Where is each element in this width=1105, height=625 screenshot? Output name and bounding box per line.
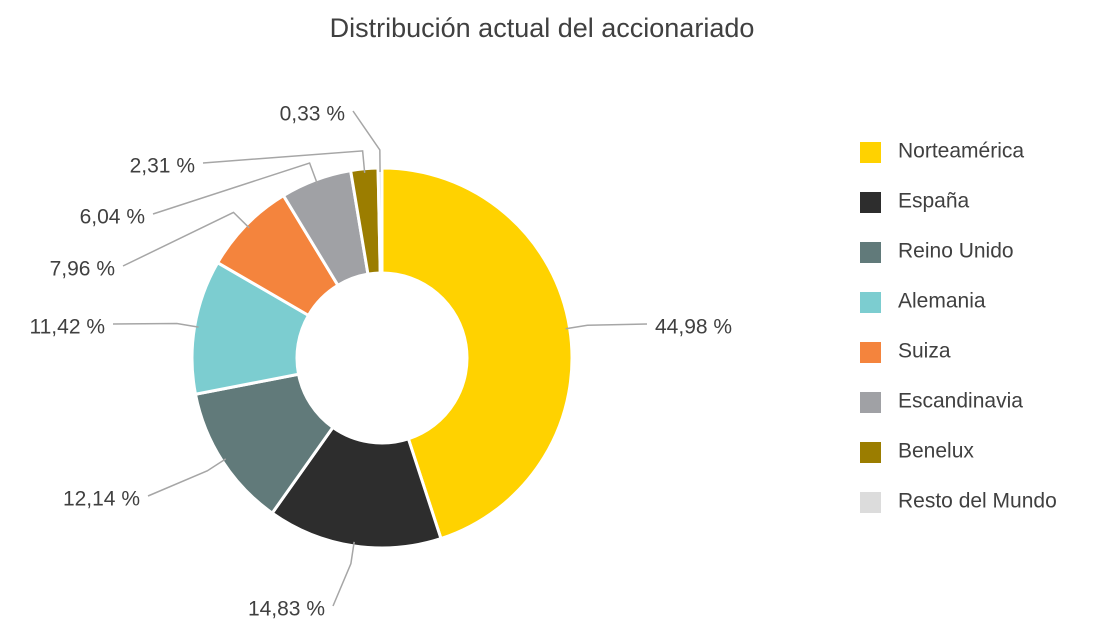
data-label: 12,14 % <box>63 488 140 511</box>
data-label: 0,33 % <box>280 103 345 126</box>
data-label: 6,04 % <box>80 206 145 229</box>
leader-line <box>152 162 318 215</box>
legend-swatch <box>860 242 881 263</box>
legend-swatch <box>860 392 881 413</box>
leader-line <box>565 323 648 330</box>
legend-label: Alemania <box>898 290 986 313</box>
legend-label: Escandinavia <box>898 390 1023 413</box>
slice <box>376 166 384 275</box>
legend-swatch <box>860 492 881 513</box>
slice <box>380 166 574 541</box>
data-label: 44,98 % <box>655 316 732 339</box>
data-label: 2,31 % <box>130 155 195 178</box>
leader-line <box>147 458 227 497</box>
leader-line <box>112 322 199 328</box>
legend-label: Resto del Mundo <box>898 490 1057 513</box>
chart-title: Distribución actual del accionariado <box>330 13 755 43</box>
data-label: 14,83 % <box>248 598 325 621</box>
leader-line <box>352 110 381 173</box>
leader-line <box>122 211 250 267</box>
leader-line <box>202 150 366 173</box>
data-label: 7,96 % <box>50 258 115 281</box>
legend-swatch <box>860 192 881 213</box>
legend-label: Reino Unido <box>898 240 1014 263</box>
leader-line <box>332 541 355 607</box>
legend-swatch <box>860 442 881 463</box>
legend-swatch <box>860 342 881 363</box>
legend-swatch <box>860 142 881 163</box>
legend-label: Norteamérica <box>898 140 1024 163</box>
legend-label: Benelux <box>898 440 974 463</box>
legend-swatch <box>860 292 881 313</box>
legend-label: España <box>898 190 970 213</box>
legend-label: Suiza <box>898 340 951 363</box>
slice <box>270 425 443 550</box>
data-label: 11,42 % <box>30 316 106 339</box>
